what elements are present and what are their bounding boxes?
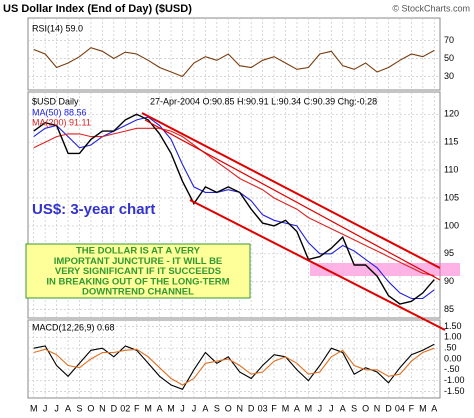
x-tick-label: M	[144, 403, 152, 413]
note-text: IMPORTANT JUNCTURE - IT WILL BE	[54, 256, 223, 267]
x-tick-label: A	[157, 403, 163, 413]
x-tick-label: 04	[395, 403, 405, 413]
legend-entry: RSI(14) 59.0	[32, 23, 83, 33]
x-tick-label: M	[282, 403, 290, 413]
x-tick-label: O	[362, 403, 369, 413]
note-text: VERY SIGNIFICANT IF IT SUCCEEDS	[55, 266, 221, 277]
series-line	[33, 343, 435, 390]
y-tick-label: -1.50	[444, 386, 465, 396]
note-text: IN BREAKING OUT OF THE LONG-TERM	[46, 276, 229, 287]
y-tick-label: 1.50	[444, 321, 462, 331]
x-tick-label: F	[134, 403, 140, 413]
y-tick-label: 115	[444, 137, 458, 147]
y-tick-label: -1.00	[444, 375, 465, 385]
x-tick-label: J	[180, 403, 185, 413]
y-tick-label: 85	[444, 304, 454, 314]
series-line	[33, 116, 435, 300]
quote-info: 27-Apr-2004 O:90.85 H:90.91 L:90.34 C:90…	[150, 96, 377, 106]
x-tick-label: D	[111, 403, 118, 413]
x-tick-label: F	[409, 403, 415, 413]
x-tick-label: N	[236, 403, 243, 413]
panel-label: $USD Daily	[32, 96, 79, 106]
x-tick-label: N	[99, 403, 106, 413]
x-tick-label: A	[340, 403, 346, 413]
x-tick-label: 03	[258, 403, 268, 413]
legend-entry: MACD(12,26,9) 0.68	[32, 322, 115, 332]
y-tick-label: 120	[444, 109, 459, 119]
y-tick-label: -.50	[444, 364, 460, 374]
y-tick-label: 110	[444, 164, 458, 174]
x-tick-label: S	[351, 403, 357, 413]
x-tick-label: J	[318, 403, 323, 413]
x-tick-label: S	[76, 403, 82, 413]
price-panel	[27, 91, 441, 319]
channel-mid	[144, 119, 441, 281]
x-tick-label: D	[248, 403, 255, 413]
x-tick-label: J	[54, 403, 59, 413]
y-tick-label: 70	[444, 35, 454, 45]
x-tick-label: O	[87, 403, 94, 413]
series-line	[33, 113, 435, 305]
x-tick-label: M	[30, 403, 38, 413]
x-tick-label: S	[214, 403, 220, 413]
chart-title: US Dollar Index (End of Day) ($USD)	[3, 3, 192, 15]
y-tick-label: 50	[444, 53, 454, 63]
x-tick-label: 02	[120, 403, 130, 413]
x-tick-label: J	[43, 403, 48, 413]
x-tick-label: J	[329, 403, 334, 413]
y-tick-label: 30	[444, 71, 454, 81]
channel-top	[141, 112, 441, 269]
y-tick-label: 100	[444, 220, 459, 230]
x-tick-label: O	[225, 403, 232, 413]
x-tick-label: J	[192, 403, 197, 413]
legend-entry: MA(50) 88.56	[32, 107, 87, 117]
note-text: DOWNTREND CHANNEL	[82, 287, 194, 298]
y-tick-label: 105	[444, 192, 459, 202]
breakout-band	[310, 263, 460, 276]
x-tick-label: D	[385, 403, 392, 413]
series-line	[33, 127, 435, 277]
annotation: US$: 3-year chart	[32, 201, 155, 218]
y-tick-label: 95	[444, 248, 454, 258]
x-tick-label: M	[167, 403, 175, 413]
x-tick-label: M	[419, 403, 427, 413]
rsi-panel	[27, 17, 441, 91]
x-tick-label: A	[202, 403, 208, 413]
x-tick-label: M	[305, 403, 313, 413]
note-text: THE DOLLAR IS AT A VERY	[76, 246, 201, 257]
y-tick-label: 90	[444, 276, 454, 286]
channel-bottom	[189, 199, 446, 331]
legend-entry: MA(200) 91.11	[32, 117, 91, 127]
y-tick-label: 1.00	[444, 332, 462, 342]
x-tick-label: A	[65, 403, 71, 413]
x-tick-label: N	[374, 403, 381, 413]
note-box	[25, 243, 251, 299]
y-tick-label: .50	[444, 343, 457, 353]
credit: © StockCharts.com	[392, 3, 470, 13]
series-line	[33, 47, 435, 78]
series-line	[33, 347, 435, 386]
x-tick-label: A	[294, 403, 300, 413]
x-tick-label: F	[271, 403, 277, 413]
y-tick-label: 0.00	[444, 353, 462, 363]
x-tick-label: A	[431, 403, 437, 413]
